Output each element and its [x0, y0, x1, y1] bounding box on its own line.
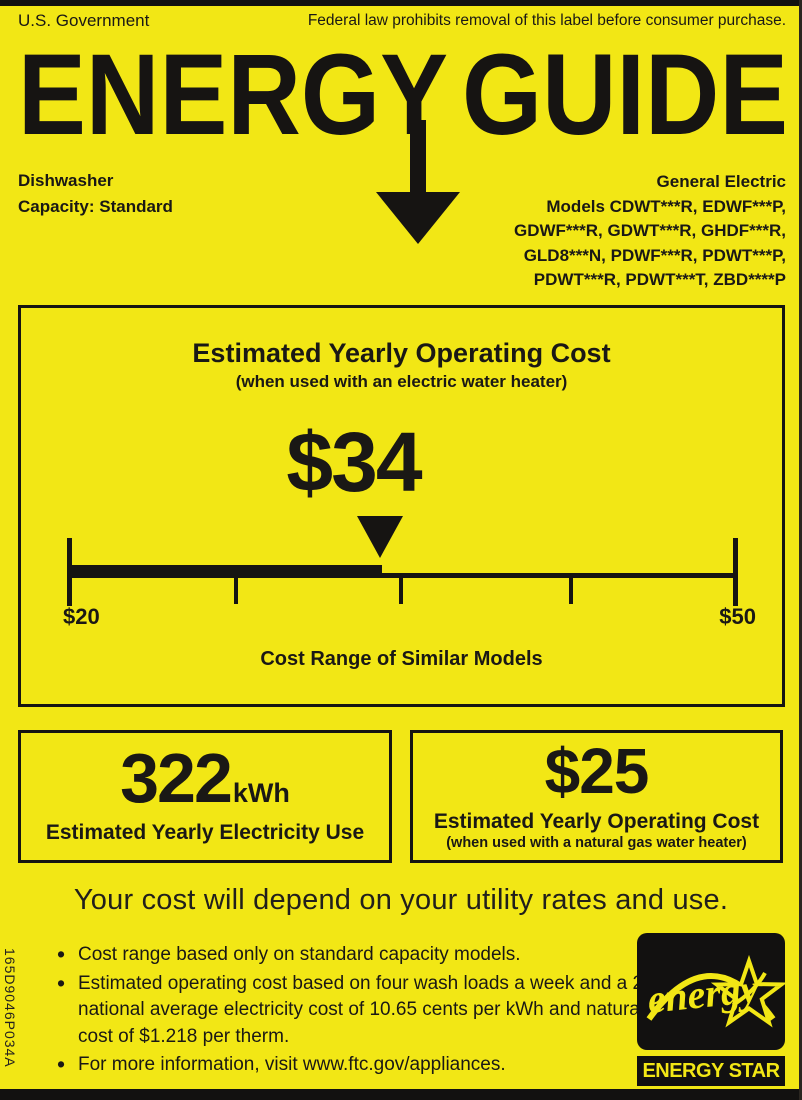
model-line: GDWF***R, GDWT***R, GHDF***R, [513, 221, 786, 240]
energy-star-emblem: energy [637, 933, 788, 1050]
footnotes-list: Cost range based only on standard capaci… [57, 941, 717, 1081]
energy-star-icon: energy [645, 954, 788, 1028]
scale-caption: Cost Range of Similar Models [260, 648, 543, 670]
model-line: GLD8***N, PDWF***R, PDWT***P, [523, 245, 786, 265]
operating-cost-subtitle: (when used with an electric water heater… [235, 372, 568, 391]
logo-guide-text: GUIDE [462, 46, 788, 142]
electricity-use-value-row: 322 kWh [120, 738, 290, 817]
scale-max-label: $50 [719, 604, 756, 629]
gas-cost-value: $25 [544, 734, 650, 807]
product-type: Dishwasher [18, 171, 114, 190]
operating-cost-box: Estimated Yearly Operating Cost (when us… [18, 305, 785, 707]
footnote-item: Cost range based only on standard capaci… [57, 941, 717, 969]
electricity-use-box: 322 kWh Estimated Yearly Electricity Use [18, 730, 392, 863]
gas-cost-caption: Estimated Yearly Operating Cost [433, 810, 760, 834]
footnote-item: Estimated operating cost based on four w… [57, 970, 717, 1051]
operating-cost-title: Estimated Yearly Operating Cost [192, 338, 611, 368]
gas-operating-cost-box: $25 Estimated Yearly Operating Cost (whe… [410, 730, 783, 863]
top-black-bar [0, 0, 802, 6]
electricity-use-value: 322 [120, 738, 233, 817]
down-arrow-icon [376, 120, 460, 244]
bottom-black-bar [0, 1089, 802, 1100]
electricity-use-unit: kWh [232, 778, 290, 809]
manufacturer-models: General Electric Models CDWT***R, EDWF**… [514, 170, 786, 293]
cost-pointer-icon [357, 516, 403, 558]
energyguide-logo: ENERGY GUIDE [18, 46, 788, 142]
scale-tick-minor [569, 574, 573, 604]
label-part-number: 165D9046P034A [2, 948, 18, 1068]
estimated-cost-value: $34 [286, 415, 422, 509]
scale-min-label: $20 [63, 604, 100, 629]
right-edge-strip [799, 0, 802, 1100]
brand-name: General Electric [656, 172, 786, 191]
utility-rates-note: Your cost will depend on your utility ra… [73, 884, 729, 916]
energy-star-logo: energy ENERGY STAR [637, 933, 788, 1086]
scale-tick-minor [399, 574, 403, 604]
scale-tick-minor [234, 574, 238, 604]
footnote-item: For more information, visit www.ftc.gov/… [57, 1051, 717, 1079]
model-line: PDWT***R, PDWT***T, ZBD****P [533, 270, 786, 289]
scale-axis-line [69, 573, 737, 578]
logo-energy-text: ENERGY [18, 46, 448, 142]
federal-notice-text: Federal law prohibits removal of this la… [307, 12, 786, 29]
us-government-text: U.S. Government [18, 11, 150, 30]
product-info: Dishwasher Capacity: Standard [18, 168, 173, 220]
electricity-use-caption: Estimated Yearly Electricity Use [45, 821, 365, 845]
product-capacity: Capacity: Standard [18, 197, 173, 216]
scale-tick-max [733, 538, 738, 606]
gas-cost-subcaption: (when used with a natural gas water heat… [446, 835, 747, 852]
energy-star-wordmark: ENERGY STAR [637, 1056, 785, 1086]
scale-tick-min [67, 538, 72, 606]
model-line: Models CDWT***R, EDWF***P, [546, 196, 786, 216]
